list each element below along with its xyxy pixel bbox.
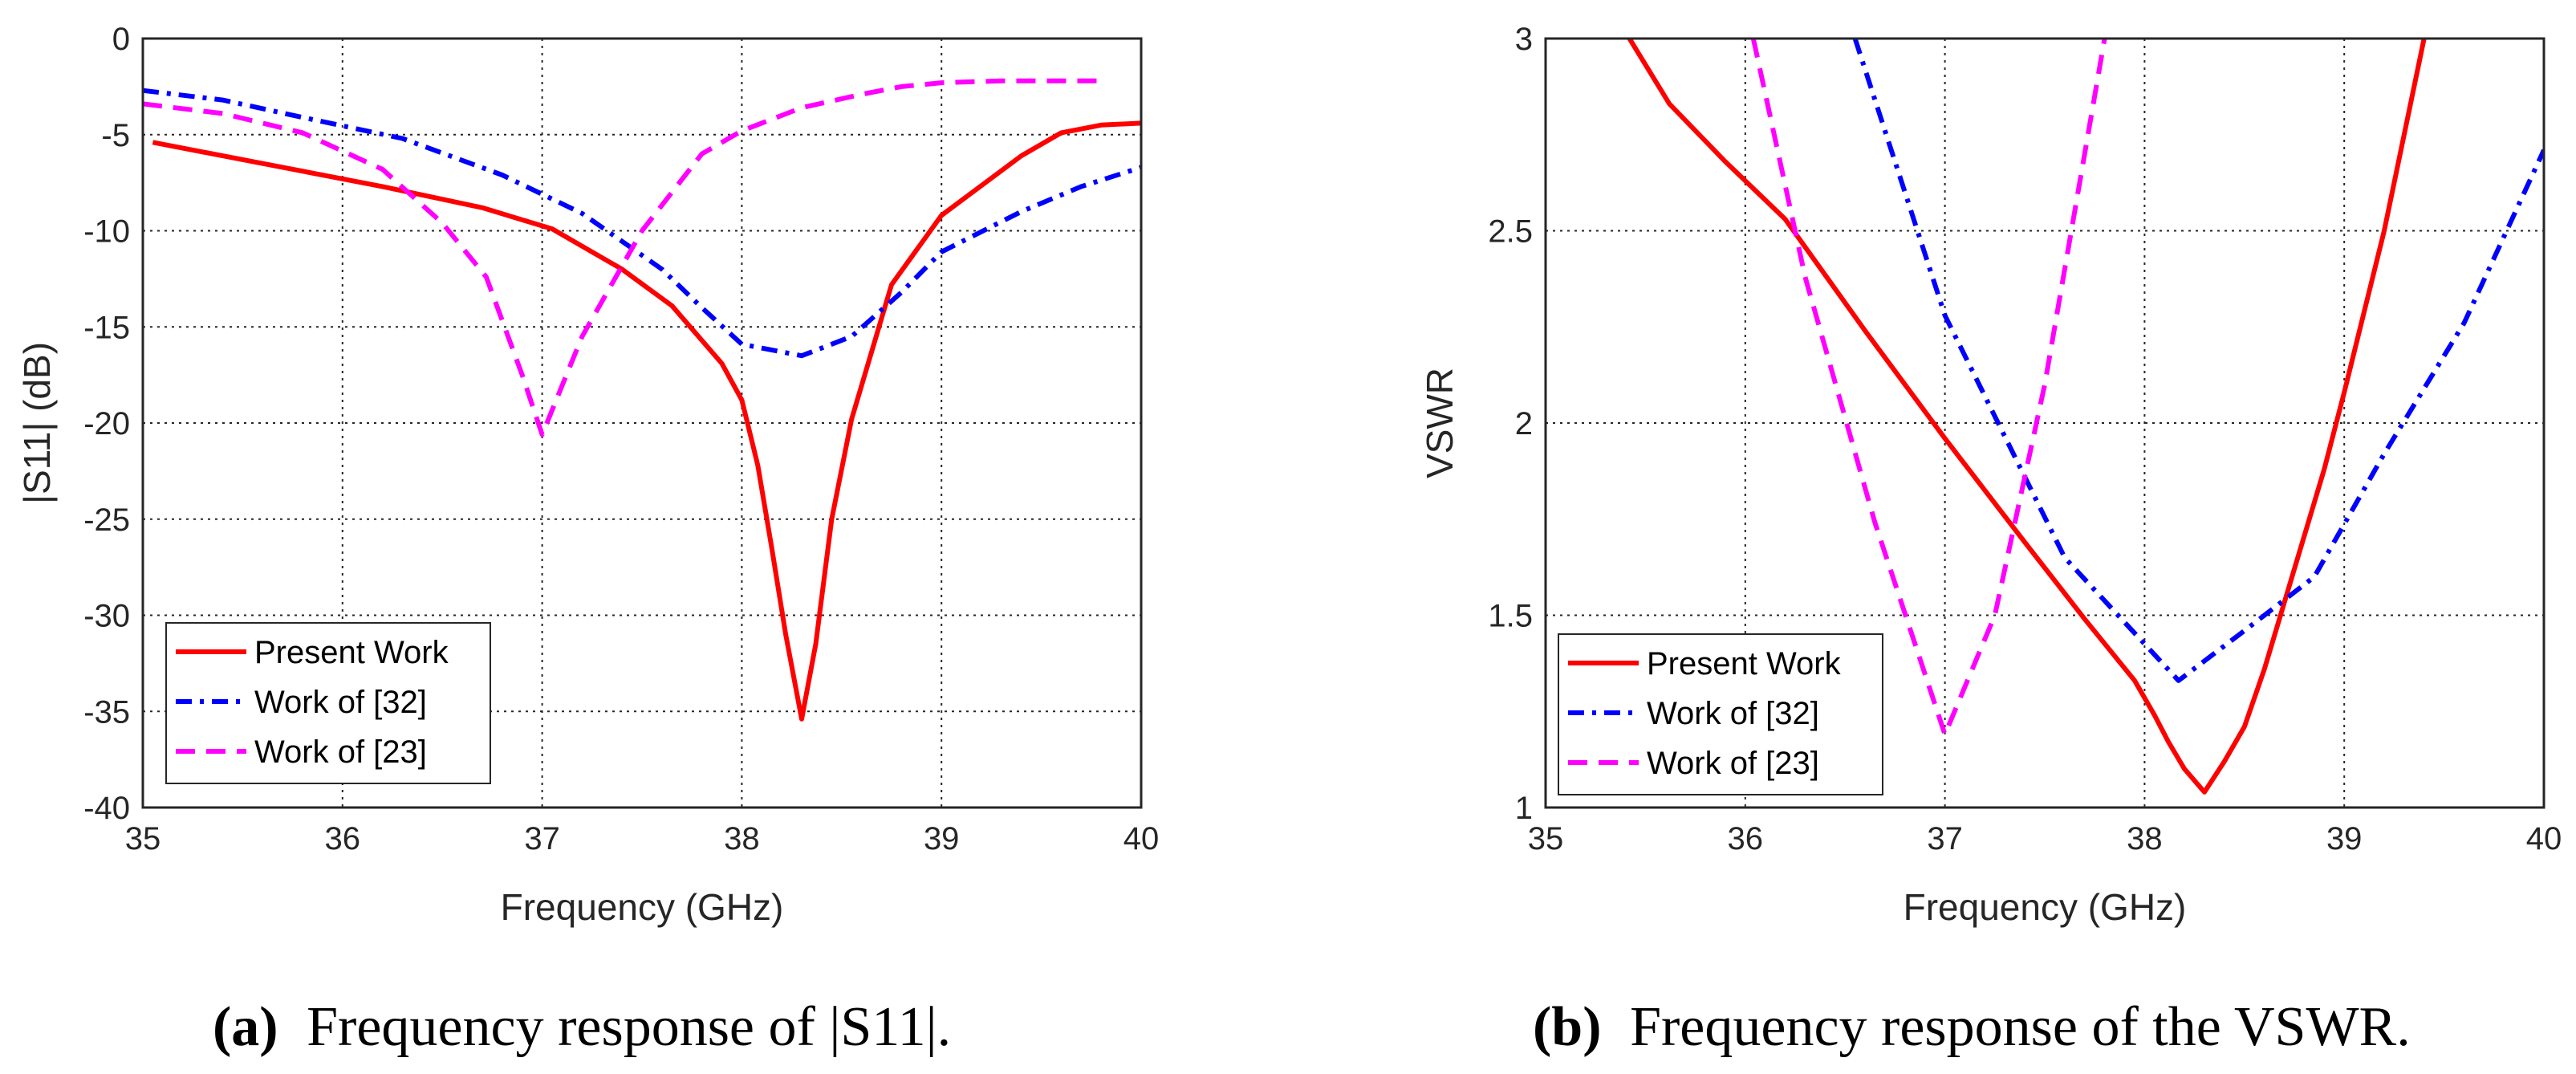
s11-tick-labels: 35 36 37 38 39 40 0 -5 -10 -15 -20 -25 -30 -35 -40	[83, 22, 1159, 856]
s11-legend-label: Present Work	[254, 635, 449, 670]
vswr-series-group	[1627, 39, 2544, 795]
s11-x-tick-label: 38	[724, 821, 760, 856]
s11-y-tick-label: 0	[112, 22, 130, 57]
vswr-x-tick-label: 36	[1728, 821, 1764, 856]
s11-y-axis-label: |S11| (dB)	[16, 342, 58, 504]
s11-plot-frame	[141, 37, 1143, 809]
vswr-plot-frame	[1544, 37, 2546, 809]
vswr-y-axis-label: VSWR	[1419, 368, 1461, 478]
s11-y-tick-label: -40	[83, 791, 130, 826]
vswr-y-tick-label: 3	[1515, 22, 1533, 57]
vswr-x-tick-label: 35	[1528, 821, 1564, 856]
vswr-caption-label: (b)	[1533, 996, 1602, 1058]
vswr-caption-text: Frequency response of the VSWR.	[1630, 996, 2411, 1058]
vswr-y-tick-label: 1	[1515, 791, 1533, 826]
s11-x-axis-label: Frequency (GHz)	[501, 886, 784, 928]
s11-y-tick-label: -25	[83, 502, 130, 538]
s11-x-tick-label: 37	[524, 821, 560, 856]
s11-legend-label: Work of [23]	[254, 734, 427, 770]
vswr-chart-panel: 35 36 37 38 39 40 3 2.5 2 1.5 1 Frequency (GHz) VS…	[1419, 22, 2562, 1058]
s11-x-tick-label: 39	[924, 821, 960, 856]
vswr-x-tick-label: 39	[2326, 821, 2363, 856]
vswr-x-tick-label: 37	[1927, 821, 1963, 856]
s11-legend-label: Work of [32]	[254, 685, 427, 720]
vswr-grid	[1546, 39, 2544, 808]
s11-series-2-line	[143, 87, 1141, 359]
s11-x-tick-label: 40	[1123, 821, 1160, 856]
vswr-x-tick-label: 40	[2526, 821, 2562, 856]
vswr-x-tick-label: 38	[2127, 821, 2163, 856]
s11-y-tick-label: -10	[83, 214, 130, 250]
vswr-legend-label: Present Work	[1647, 646, 1842, 681]
vswr-x-axis-label: Frequency (GHz)	[1904, 886, 2187, 928]
vswr-y-tick-label: 1.5	[1488, 599, 1533, 634]
s11-x-tick-label: 36	[325, 821, 361, 856]
s11-caption-label: (a)	[213, 996, 278, 1058]
vswr-legend: Present Work Work of [32] Work of [23]	[1558, 633, 1883, 795]
s11-y-tick-label: -20	[83, 406, 130, 441]
s11-y-tick-label: -35	[83, 694, 130, 730]
s11-y-tick-label: -15	[83, 310, 130, 345]
vswr-series-1-line	[1627, 39, 2427, 795]
s11-caption-text: Frequency response of |S11|.	[307, 996, 951, 1058]
vswr-caption: (b) Frequency response of the VSWR.	[1533, 996, 2411, 1058]
s11-y-tick-label: -30	[83, 599, 130, 634]
s11-series-1-line	[152, 120, 1141, 722]
vswr-tick-labels: 35 36 37 38 39 40 3 2.5 2 1.5 1	[1488, 22, 2562, 856]
s11-x-tick-label: 35	[125, 821, 161, 856]
s11-y-tick-label: -5	[101, 118, 130, 153]
vswr-y-tick-label: 2.5	[1488, 214, 1533, 250]
s11-series-3-line	[143, 78, 1102, 437]
s11-chart-panel: 35 36 37 38 39 40 0 -5 -10 -15 -20 -25 -30 -35 -40 Fre…	[16, 22, 1159, 1058]
vswr-legend-label: Work of [23]	[1647, 746, 1819, 781]
vswr-y-tick-label: 2	[1515, 406, 1533, 441]
s11-legend: Present Work Work of [32] Work of [23]	[165, 622, 491, 784]
s11-caption: (a) Frequency response of |S11|.	[213, 996, 951, 1058]
s11-series-group	[143, 78, 1141, 722]
vswr-legend-label: Work of [32]	[1647, 696, 1819, 731]
